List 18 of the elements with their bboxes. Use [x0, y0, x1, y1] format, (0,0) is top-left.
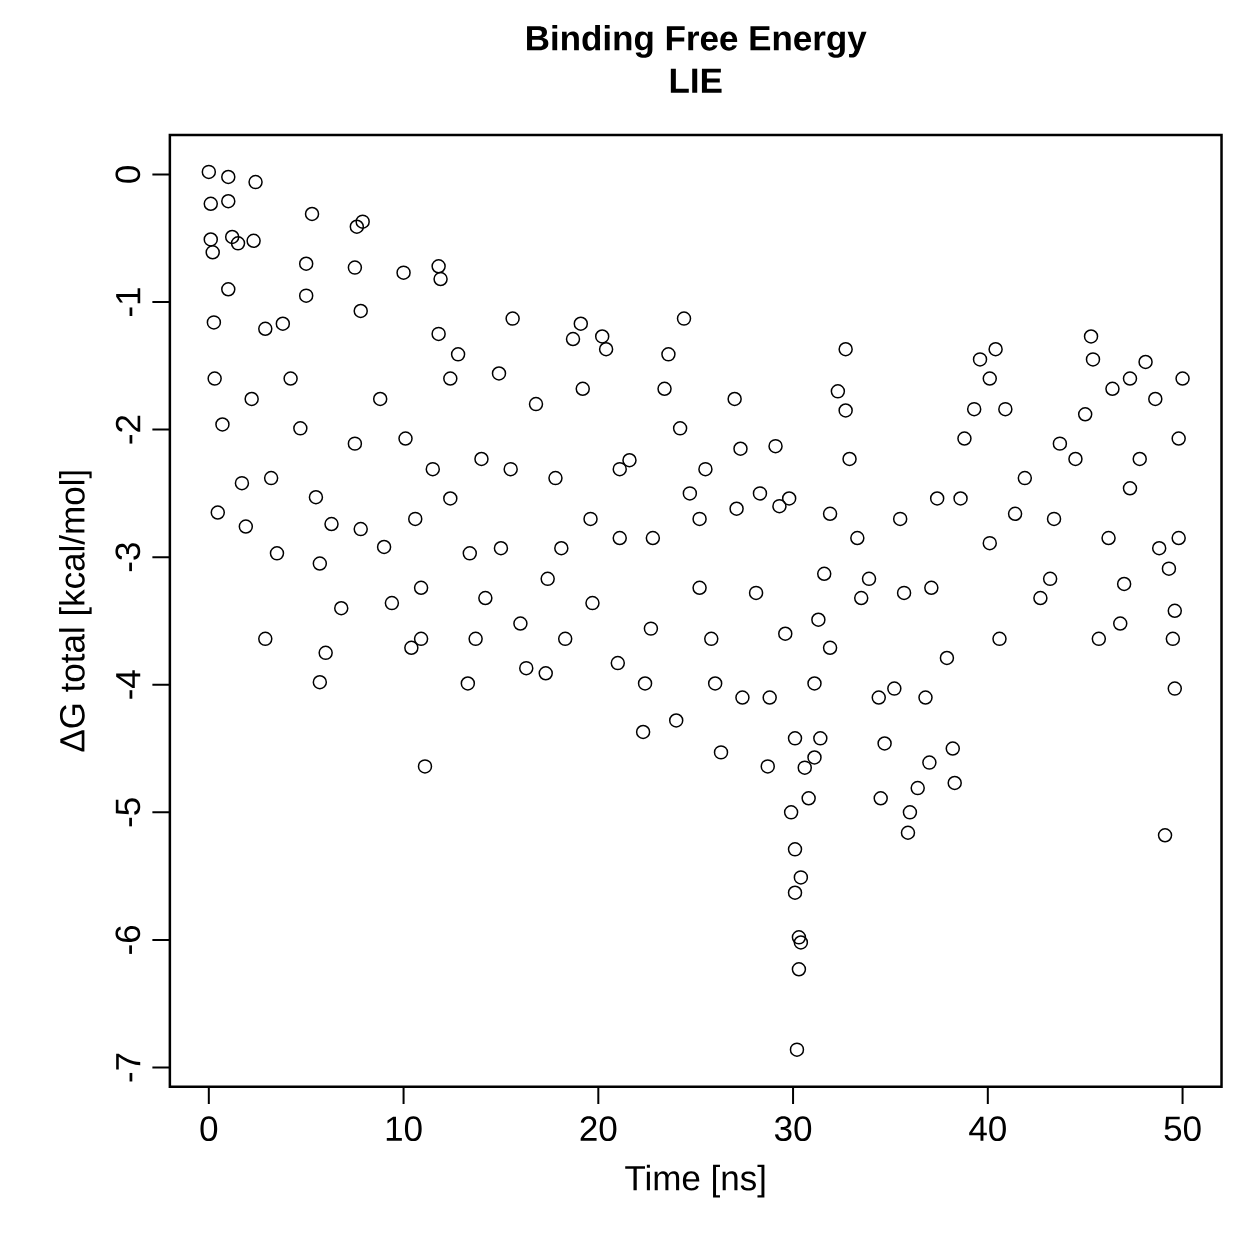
- x-axis-title: Time [ns]: [625, 1164, 765, 1198]
- y-tick-label: -1: [116, 288, 141, 316]
- y-tick-label: -4: [116, 670, 141, 699]
- x-tick-label: 30: [774, 1116, 812, 1142]
- y-tick-label: -7: [116, 1053, 141, 1082]
- chart-title: Binding Free Energy: [527, 24, 867, 58]
- y-axis-title: ΔG total [kcal/mol]: [59, 471, 92, 752]
- y-tick-label: -5: [115, 798, 141, 827]
- y-tick-label: -6: [115, 925, 141, 954]
- y-tick-label: 0: [115, 166, 141, 183]
- x-tick-label: 50: [1164, 1116, 1201, 1142]
- x-tick-label: 20: [580, 1116, 617, 1142]
- x-tick-label: 0: [200, 1116, 218, 1142]
- chart-subtitle: LIE: [670, 68, 722, 93]
- x-tick-label: 40: [969, 1116, 1006, 1142]
- x-tick-label: 10: [386, 1116, 422, 1142]
- y-tick-label: -2: [115, 415, 141, 444]
- y-tick-label: -3: [115, 543, 141, 572]
